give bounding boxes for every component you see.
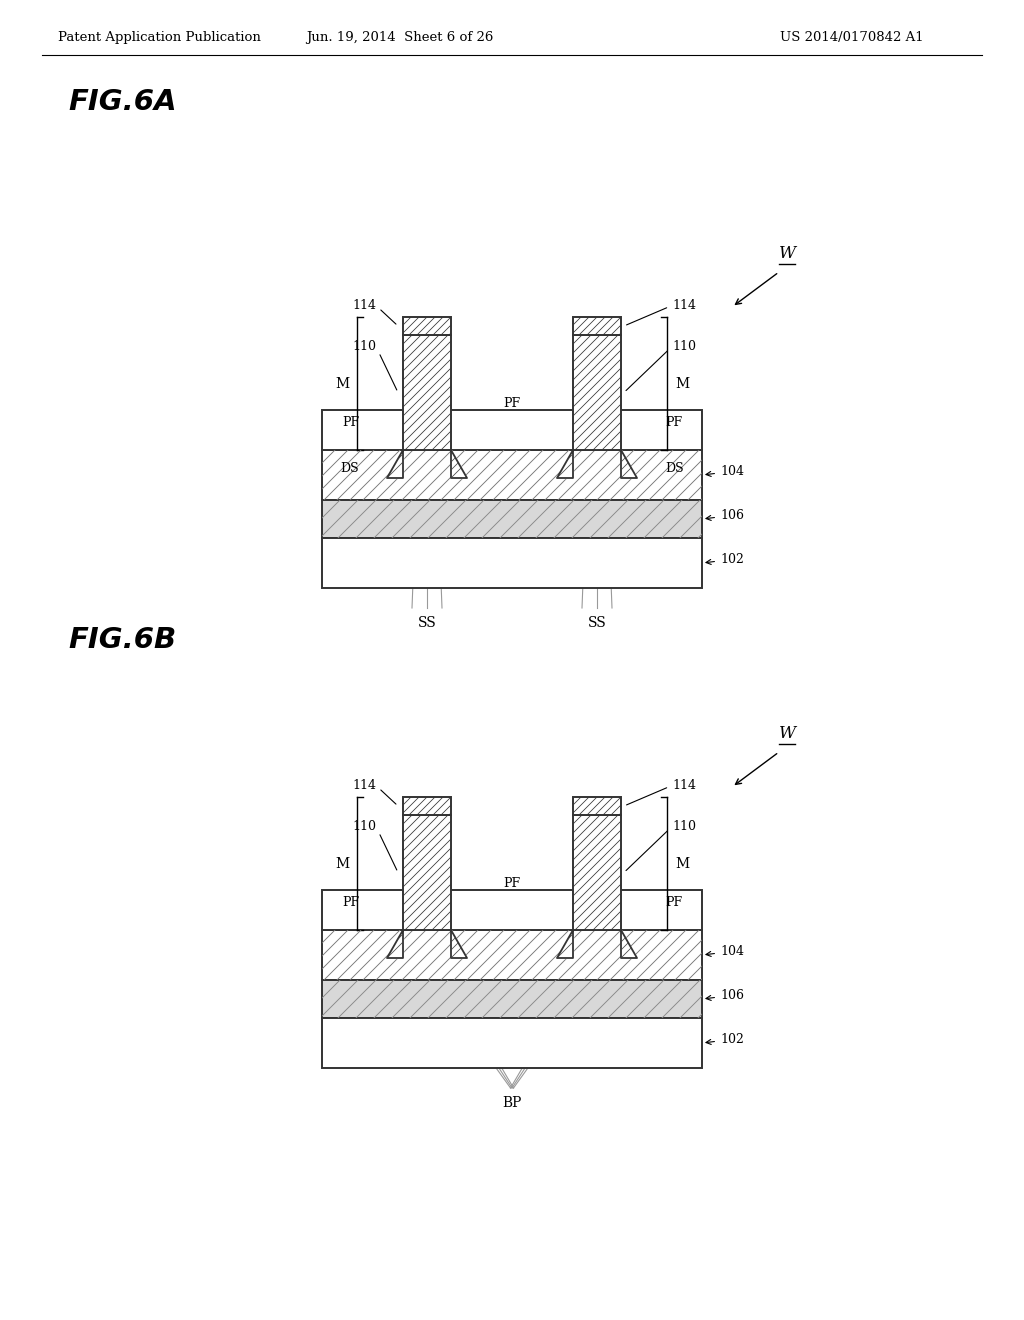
Bar	[573, 335, 621, 450]
Text: M: M	[675, 376, 689, 391]
Bar	[403, 335, 451, 450]
Text: 104: 104	[706, 465, 744, 478]
Text: 106: 106	[706, 510, 744, 521]
Bar	[573, 814, 621, 931]
Text: 102: 102	[706, 1034, 743, 1045]
Polygon shape	[557, 931, 573, 958]
Polygon shape	[451, 931, 467, 958]
Polygon shape	[387, 931, 403, 958]
Text: 114: 114	[352, 779, 396, 804]
Text: M: M	[335, 376, 349, 391]
Bar	[573, 317, 621, 335]
Bar	[322, 450, 702, 500]
Polygon shape	[451, 450, 467, 478]
Bar	[403, 317, 451, 335]
Text: PF: PF	[665, 417, 682, 429]
Bar	[403, 814, 451, 931]
Text: PF: PF	[504, 876, 520, 890]
Text: 102: 102	[706, 553, 743, 566]
Text: 114: 114	[627, 779, 696, 805]
Polygon shape	[621, 450, 637, 478]
Polygon shape	[451, 931, 467, 958]
Text: SS: SS	[588, 616, 606, 630]
Bar	[573, 797, 621, 814]
Polygon shape	[387, 450, 403, 478]
Text: FIG.6B: FIG.6B	[68, 626, 176, 653]
Bar	[322, 411, 702, 450]
Bar	[403, 797, 451, 814]
Bar	[322, 979, 702, 1018]
Text: 114: 114	[627, 300, 696, 325]
Bar	[403, 335, 451, 450]
Text: 104: 104	[706, 945, 744, 958]
Bar	[322, 1018, 702, 1068]
Polygon shape	[557, 450, 573, 478]
Text: SS: SS	[418, 616, 436, 630]
Text: M: M	[675, 857, 689, 870]
Bar	[322, 500, 702, 539]
Bar	[322, 979, 702, 1018]
Bar	[573, 814, 621, 931]
Text: 110: 110	[352, 341, 397, 389]
Text: 114: 114	[352, 300, 396, 325]
Text: W: W	[778, 246, 796, 261]
Text: 110: 110	[626, 341, 696, 391]
Text: FIG.6A: FIG.6A	[68, 88, 176, 116]
Bar	[322, 890, 702, 931]
Text: M: M	[335, 857, 349, 870]
Bar	[322, 539, 702, 587]
Text: PF: PF	[665, 896, 682, 909]
Text: DS: DS	[665, 462, 684, 474]
Bar	[573, 797, 621, 814]
Text: PF: PF	[342, 896, 359, 909]
Polygon shape	[557, 450, 573, 478]
Text: DS: DS	[340, 462, 359, 474]
Polygon shape	[557, 931, 573, 958]
Bar	[403, 814, 451, 931]
Polygon shape	[451, 450, 467, 478]
Text: PF: PF	[342, 417, 359, 429]
Text: BP: BP	[503, 1096, 521, 1110]
Text: 110: 110	[352, 820, 397, 870]
Bar	[322, 500, 702, 539]
Text: W: W	[778, 725, 796, 742]
Bar	[322, 931, 702, 979]
Polygon shape	[387, 450, 403, 478]
Text: US 2014/0170842 A1: US 2014/0170842 A1	[780, 32, 924, 45]
Bar	[573, 335, 621, 450]
Bar	[403, 797, 451, 814]
Bar	[573, 317, 621, 335]
Text: Patent Application Publication: Patent Application Publication	[58, 32, 261, 45]
Bar	[322, 450, 702, 500]
Polygon shape	[621, 450, 637, 478]
Polygon shape	[621, 931, 637, 958]
Bar	[403, 317, 451, 335]
Polygon shape	[387, 931, 403, 958]
Text: 106: 106	[706, 989, 744, 1002]
Bar	[322, 931, 702, 979]
Polygon shape	[621, 931, 637, 958]
Text: Jun. 19, 2014  Sheet 6 of 26: Jun. 19, 2014 Sheet 6 of 26	[306, 32, 494, 45]
Text: PF: PF	[504, 397, 520, 411]
Text: 110: 110	[626, 820, 696, 871]
